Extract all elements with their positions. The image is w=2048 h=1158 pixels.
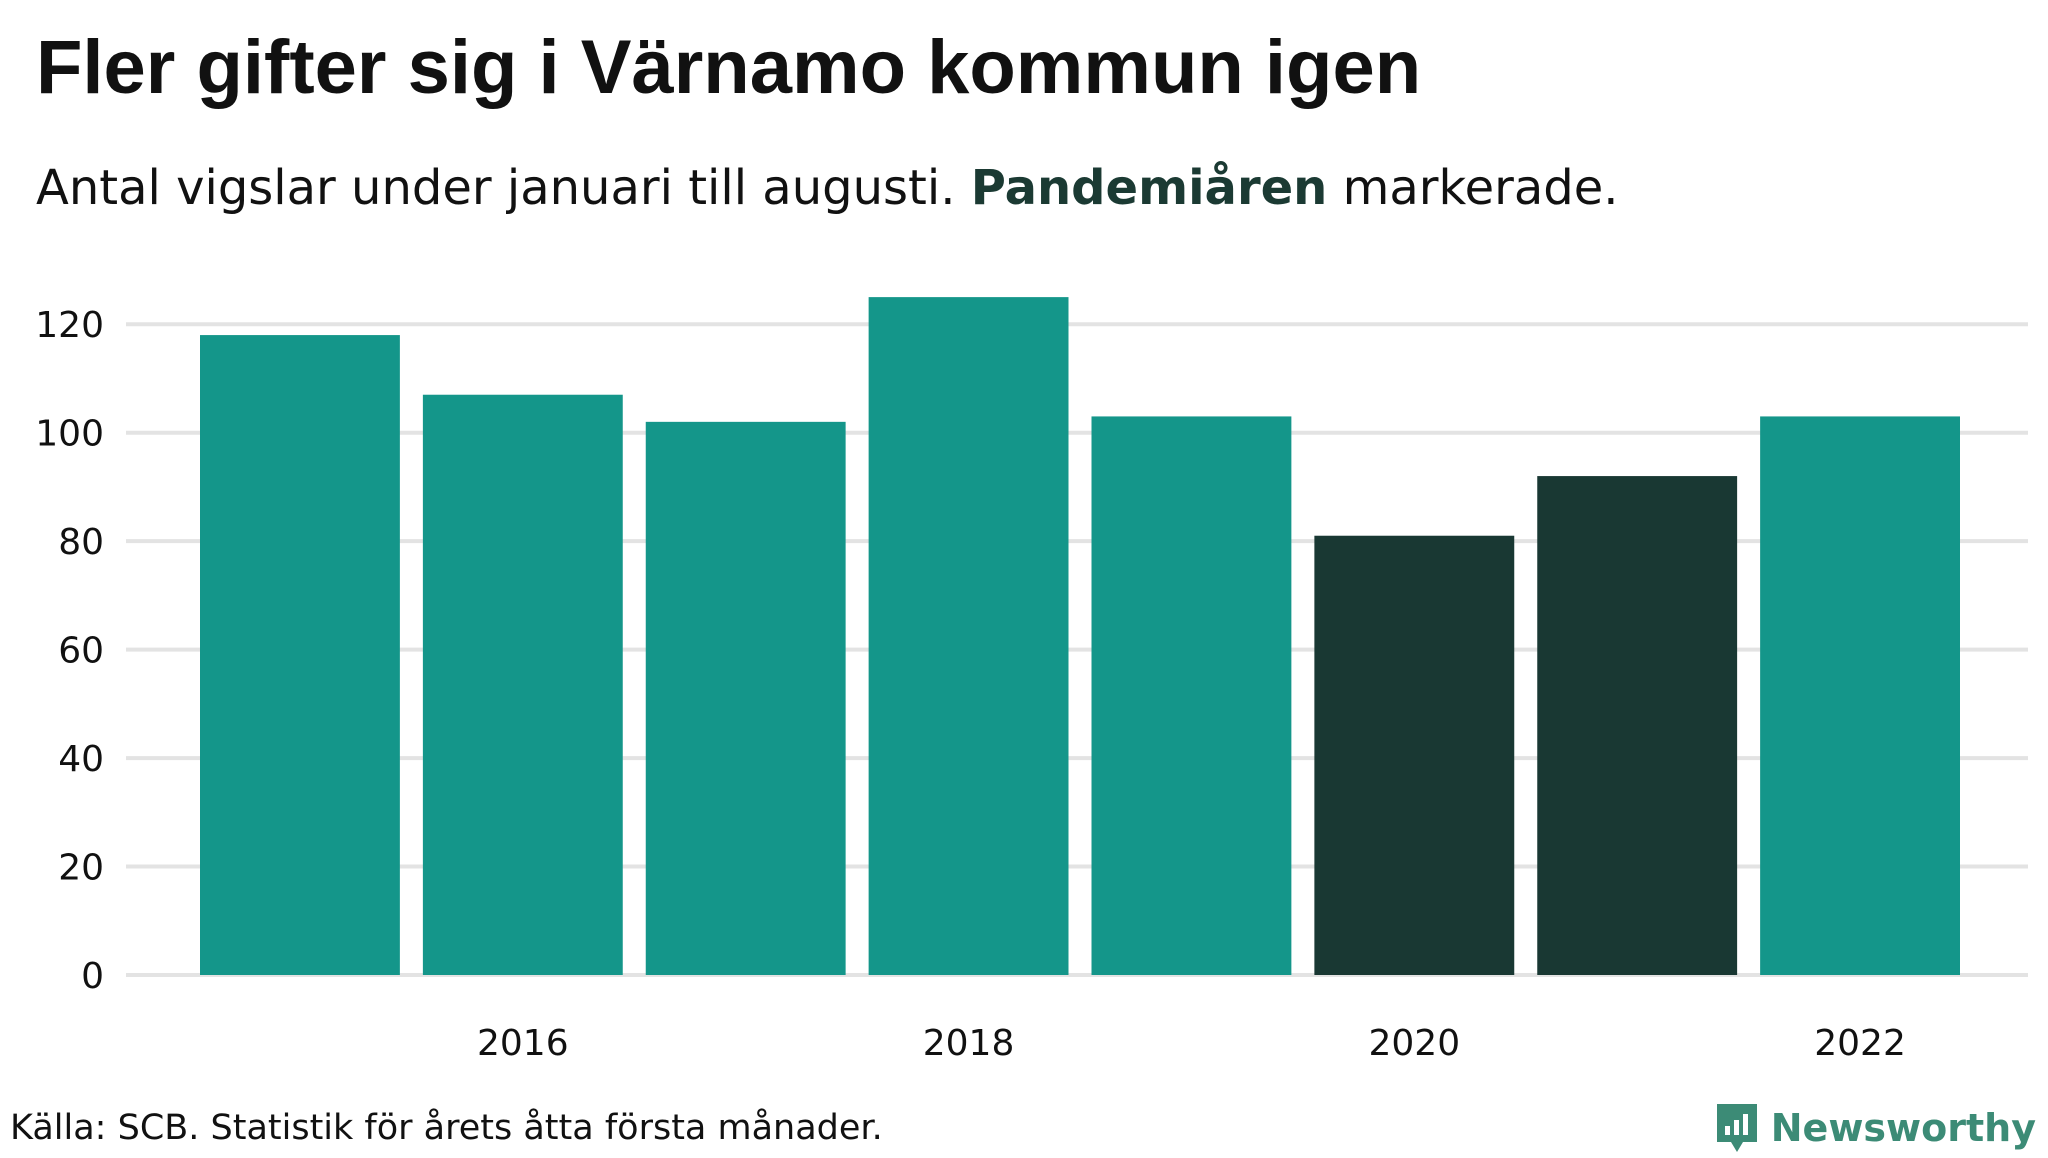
brand-name: Newsworthy — [1770, 1106, 2036, 1150]
subtitle-highlight: Pandemiåren — [970, 160, 1328, 216]
chart-title: Fler gifter sig i Värnamo kommun igen — [36, 25, 1422, 110]
x-tick-label: 2016 — [477, 1023, 569, 1064]
y-tick-label: 40 — [58, 739, 104, 780]
bar-2017 — [645, 421, 846, 975]
subtitle-text: Antal vigslar under januari till augusti… — [36, 160, 971, 216]
bar-2016 — [422, 394, 623, 975]
bar-2020 — [1314, 535, 1515, 975]
bars — [200, 297, 1960, 976]
y-tick-label: 100 — [35, 414, 104, 455]
y-tick-label: 0 — [81, 956, 104, 997]
y-tick-label: 60 — [58, 631, 104, 672]
y-tick-label: 20 — [58, 848, 104, 889]
y-tick-label: 80 — [58, 522, 104, 563]
y-axis-ticks: 0 20 40 60 80 100 120 — [35, 305, 104, 997]
bar-2018 — [868, 297, 1069, 976]
x-tick-label: 2022 — [1814, 1023, 1906, 1064]
x-axis-ticks: 2016 2018 2020 2022 — [477, 1023, 1906, 1064]
bar-2015 — [200, 335, 400, 975]
bar-2022 — [1760, 416, 1960, 975]
x-tick-label: 2018 — [923, 1023, 1015, 1064]
gridlines — [126, 322, 2028, 977]
bar-2021 — [1537, 476, 1738, 975]
source-note: Källa: SCB. Statistik för årets åtta för… — [10, 1108, 883, 1148]
bar-chart: 0 20 40 60 80 100 120 2016 2018 2020 2022 — [35, 297, 2028, 1064]
subtitle-text-end: markerade. — [1327, 160, 1619, 216]
y-tick-label: 120 — [35, 305, 104, 346]
chart-subtitle: Antal vigslar under januari till augusti… — [36, 150, 1619, 226]
brand-logo: Newsworthy — [1713, 1098, 2036, 1158]
newsworthy-logo-icon — [1716, 1104, 1757, 1152]
x-tick-label: 2020 — [1369, 1023, 1461, 1064]
bar-2019 — [1091, 416, 1292, 975]
